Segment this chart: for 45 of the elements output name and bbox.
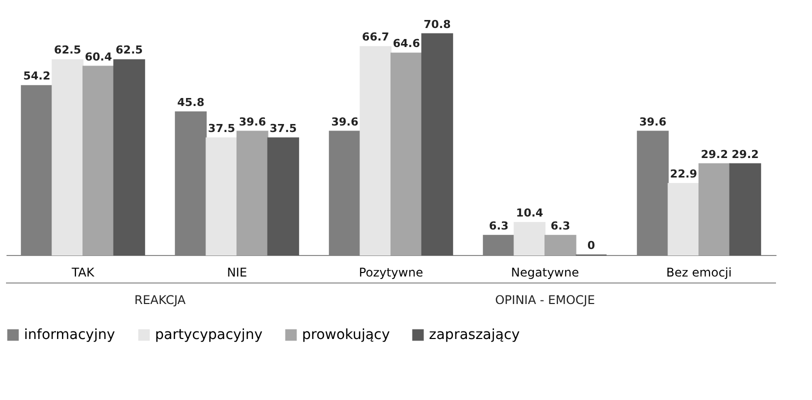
data-label: 37.5 bbox=[270, 122, 297, 135]
data-label: 39.6 bbox=[639, 115, 667, 128]
legend-label: partycypacyjny bbox=[155, 327, 262, 343]
data-label: 6.3 bbox=[550, 219, 570, 232]
data-label: 70.8 bbox=[424, 18, 451, 31]
x-tick-label: Negatywne bbox=[511, 266, 579, 280]
data-label: 6.3 bbox=[489, 219, 509, 232]
data-label: 39.6 bbox=[331, 115, 359, 128]
data-label: 29.2 bbox=[732, 148, 759, 161]
bar bbox=[236, 130, 268, 256]
legend-label: prowokujący bbox=[302, 327, 390, 343]
data-label: 37.5 bbox=[208, 122, 236, 135]
data-label: 62.5 bbox=[116, 44, 143, 57]
bar bbox=[514, 222, 546, 256]
bar bbox=[668, 182, 700, 256]
x-tick-label: NIE bbox=[226, 266, 248, 280]
legend-label: zapraszający bbox=[429, 327, 520, 343]
bar bbox=[421, 33, 454, 256]
bar bbox=[390, 52, 422, 256]
data-label: 62.5 bbox=[54, 44, 82, 57]
data-label: 10.4 bbox=[516, 206, 544, 220]
bar bbox=[544, 234, 576, 256]
data-label: 45.8 bbox=[177, 96, 204, 109]
data-label: 29.2 bbox=[700, 148, 728, 161]
bar bbox=[113, 59, 146, 256]
bar bbox=[360, 46, 392, 256]
x-tick-label: Bez emocji bbox=[666, 266, 732, 280]
data-label: 39.6 bbox=[238, 115, 266, 128]
bar bbox=[267, 137, 300, 256]
data-label: 0 bbox=[587, 239, 596, 252]
data-label: 60.4 bbox=[84, 50, 112, 64]
data-label: 64.6 bbox=[392, 37, 420, 50]
data-label: 54.2 bbox=[23, 70, 50, 83]
legend-label: informacyjny bbox=[24, 327, 116, 343]
text: REAKCJA bbox=[134, 293, 186, 307]
bar bbox=[82, 66, 114, 256]
bar bbox=[729, 163, 762, 256]
bar bbox=[698, 163, 730, 256]
bar bbox=[52, 59, 84, 256]
data-label: 66.7 bbox=[362, 30, 390, 44]
data-label: 22.9 bbox=[670, 167, 698, 180]
x-tick-label: Pozytywne bbox=[358, 266, 424, 280]
bar bbox=[206, 137, 238, 256]
x-tick-label: TAK bbox=[70, 266, 96, 280]
text: OPINIA - EMOCJE bbox=[495, 293, 595, 307]
